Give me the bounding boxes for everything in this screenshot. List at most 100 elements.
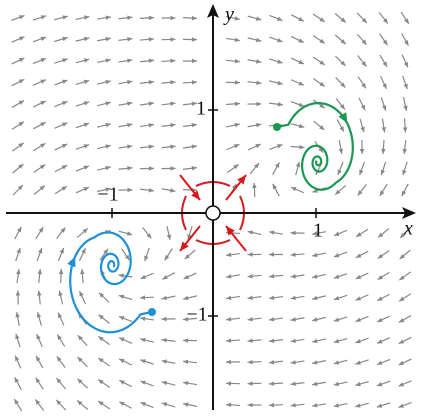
field-arrowhead (62, 36, 68, 42)
field-arrowhead (333, 360, 340, 365)
field-arrowhead (403, 61, 408, 68)
field-arrowhead (80, 269, 85, 275)
field-arrowhead (403, 83, 408, 90)
field-arrowhead (234, 37, 240, 43)
field-arrowhead (61, 165, 68, 170)
field-arrowhead (319, 125, 325, 130)
field-arrowhead (361, 39, 367, 45)
field-arrowhead (378, 232, 384, 238)
field-arrowhead (140, 274, 147, 279)
field-arrowhead (269, 317, 275, 322)
field-arrowhead (119, 380, 125, 385)
field-arrowhead (36, 334, 41, 340)
field-arrowhead (333, 317, 340, 322)
field-arrowhead (16, 247, 21, 254)
initial-point (273, 123, 281, 131)
field-arrowhead (277, 16, 283, 21)
trajectory (69, 231, 153, 334)
field-arrowhead (105, 58, 111, 63)
field-arrowhead (275, 162, 280, 168)
field-arrowhead (191, 144, 197, 149)
field-arrowhead (277, 102, 283, 107)
field-arrowhead (291, 187, 297, 192)
field-arrowhead (272, 183, 278, 190)
field-arrowhead (183, 274, 190, 279)
field-arrowhead (382, 39, 388, 46)
field-arrowhead (312, 231, 318, 236)
field-arrowhead (402, 127, 408, 133)
field-arrowhead (377, 317, 383, 323)
field-arrowhead (38, 227, 44, 233)
field-arrowhead (191, 166, 197, 171)
field-arrowhead (381, 105, 387, 111)
field-arrowhead (83, 165, 90, 170)
field-arrowhead (83, 79, 90, 85)
field-arrowhead (161, 359, 167, 364)
field-arrowhead (83, 122, 90, 127)
field-arrowhead (191, 80, 197, 85)
field-arrowhead (312, 381, 318, 387)
x-tick-label: −1 (97, 184, 118, 206)
field-arrowhead (118, 316, 125, 321)
field-arrowhead (359, 169, 364, 176)
field-arrowhead (333, 295, 340, 301)
y-label: y (223, 4, 234, 26)
field-arrowhead (255, 37, 262, 43)
saddle-arrowhead (237, 175, 246, 185)
field-arrowhead (61, 122, 68, 127)
field-arrowhead (14, 399, 19, 405)
field-arrowhead (247, 402, 253, 408)
field-arrowhead (400, 232, 406, 239)
field-arrowhead (234, 58, 240, 64)
field-arrowhead (127, 122, 133, 128)
field-arrowhead (77, 357, 83, 363)
saddle-arrowhead (226, 226, 235, 236)
field-arrowhead (127, 79, 133, 85)
field-arrowhead (77, 378, 83, 384)
field-arrowhead (379, 190, 385, 196)
field-arrowhead (170, 123, 176, 128)
field-arrowhead (360, 104, 366, 111)
field-arrowhead (290, 274, 296, 279)
field-arrowhead (381, 148, 386, 154)
field-arrowhead (146, 233, 152, 239)
field-arrowhead (247, 230, 254, 235)
field-arrowhead (377, 275, 383, 280)
field-arrowhead (319, 38, 325, 44)
field-arrowhead (298, 59, 304, 64)
field-arrowhead (226, 381, 232, 386)
field-arrowhead (98, 336, 104, 342)
field-arrowhead (402, 169, 407, 176)
field-arrowhead (83, 101, 90, 106)
field-arrowhead (255, 16, 262, 21)
field-arrowhead (269, 273, 275, 279)
field-arrowhead (256, 122, 262, 128)
field-arrowhead (62, 101, 68, 106)
field-arrowhead (58, 269, 64, 275)
field-arrowhead (319, 81, 325, 87)
field-arrowhead (77, 400, 83, 406)
field-arrowhead (226, 316, 232, 322)
field-arrowhead (40, 36, 47, 41)
trajectory-arrowhead (67, 256, 76, 268)
field-arrowhead (14, 377, 20, 383)
field-arrowhead (119, 358, 125, 364)
field-arrowhead (118, 273, 124, 278)
field-arrowhead (40, 58, 47, 63)
field-arrowhead (144, 255, 149, 262)
field-arrowhead (183, 402, 189, 407)
field-arrowhead (40, 100, 46, 106)
field-arrowhead (140, 316, 146, 321)
field-arrowhead (398, 318, 405, 323)
field-arrowhead (312, 295, 318, 301)
field-arrowhead (119, 401, 125, 407)
field-arrowhead (398, 339, 405, 344)
field-arrowhead (299, 144, 305, 150)
field-arrowhead (148, 101, 154, 106)
field-arrowhead (18, 36, 25, 41)
field-arrowhead (148, 37, 154, 42)
field-arrowhead (37, 269, 42, 275)
field-arrowhead (58, 312, 63, 319)
field-arrowhead (254, 163, 259, 169)
x-axis-arrow (402, 207, 416, 219)
